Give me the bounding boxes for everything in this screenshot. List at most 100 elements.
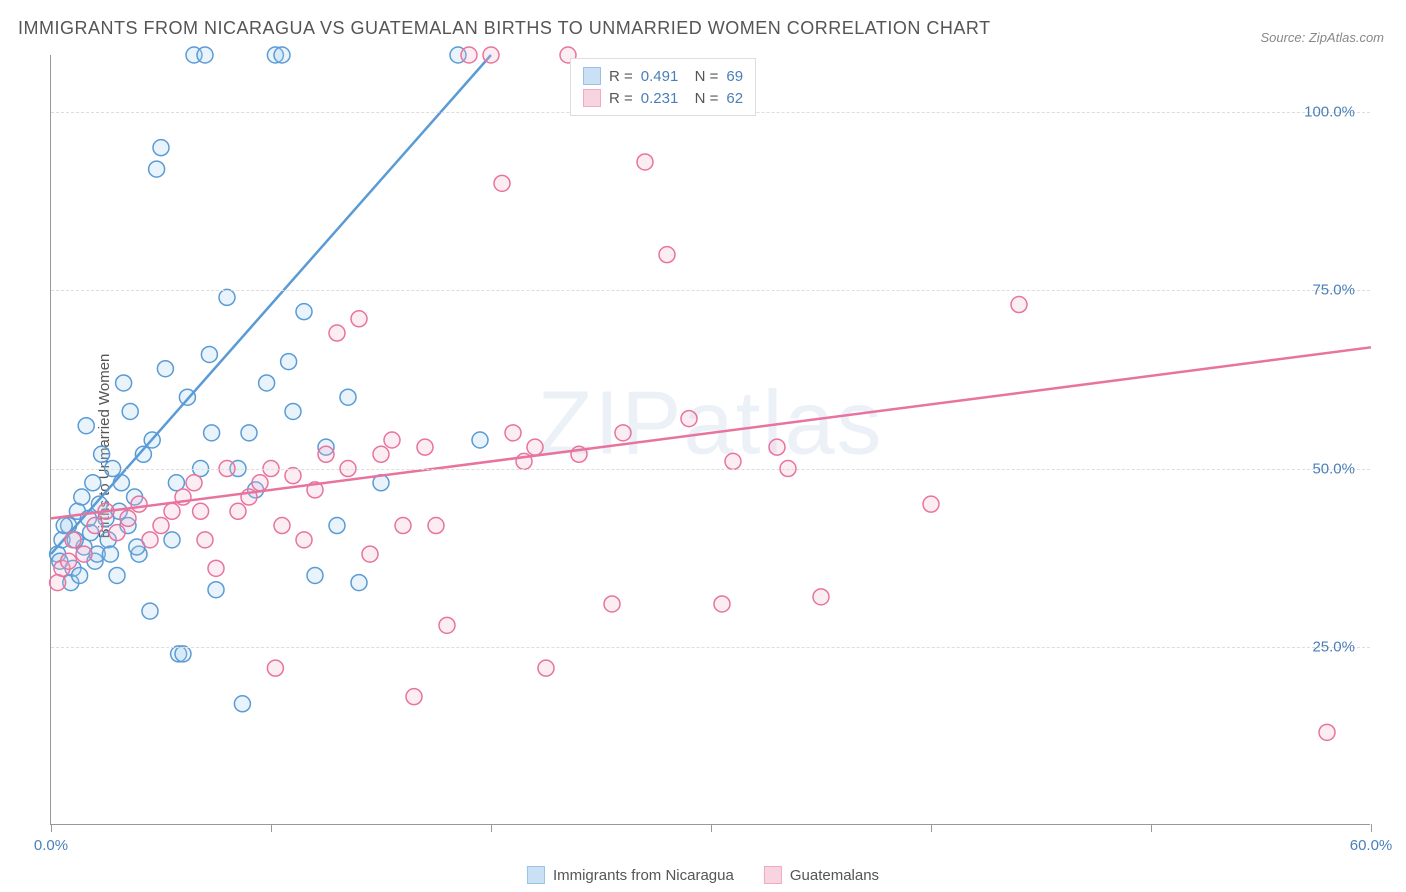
data-point <box>615 425 631 441</box>
data-point <box>193 503 209 519</box>
data-point <box>201 346 217 362</box>
data-point <box>769 439 785 455</box>
data-point <box>285 403 301 419</box>
data-point <box>234 696 250 712</box>
data-point <box>1011 297 1027 313</box>
data-point <box>417 439 433 455</box>
data-point <box>351 311 367 327</box>
chart-container: IMMIGRANTS FROM NICARAGUA VS GUATEMALAN … <box>0 0 1406 892</box>
data-point <box>78 418 94 434</box>
data-point <box>296 532 312 548</box>
data-point <box>149 161 165 177</box>
data-point <box>219 289 235 305</box>
legend-correlation: R = 0.491 N = 69 R = 0.231 N = 62 <box>570 58 756 116</box>
data-point <box>186 475 202 491</box>
x-tick-label: 60.0% <box>1350 837 1393 854</box>
data-point <box>74 489 90 505</box>
legend-series-item: Guatemalans <box>764 866 879 884</box>
data-point <box>116 375 132 391</box>
legend-correlation-row: R = 0.231 N = 62 <box>583 87 743 109</box>
plot-svg <box>51 55 1370 824</box>
legend-series-label: Guatemalans <box>790 867 879 884</box>
legend-r-value: 0.491 <box>641 68 679 85</box>
data-point <box>252 475 268 491</box>
data-point <box>153 140 169 156</box>
data-point <box>175 646 191 662</box>
data-point <box>813 589 829 605</box>
data-point <box>1319 724 1335 740</box>
data-point <box>85 475 101 491</box>
data-point <box>428 518 444 534</box>
data-point <box>494 175 510 191</box>
data-point <box>659 247 675 263</box>
data-point <box>94 446 110 462</box>
legend-n-label: N = <box>686 68 718 85</box>
data-point <box>373 446 389 462</box>
data-point <box>76 546 92 562</box>
data-point <box>61 553 77 569</box>
legend-n-label: N = <box>686 90 718 107</box>
x-tick <box>1371 824 1372 832</box>
legend-r-label: R = <box>609 68 633 85</box>
data-point <box>50 575 66 591</box>
data-point <box>725 453 741 469</box>
legend-swatch-icon <box>583 89 601 107</box>
data-point <box>351 575 367 591</box>
source-credit: Source: ZipAtlas.com <box>1260 30 1384 45</box>
x-tick <box>711 824 712 832</box>
data-point <box>102 546 118 562</box>
x-tick-label: 0.0% <box>34 837 68 854</box>
data-point <box>505 425 521 441</box>
legend-n-value: 62 <box>726 90 743 107</box>
data-point <box>204 425 220 441</box>
data-point <box>461 47 477 63</box>
x-tick <box>51 824 52 832</box>
data-point <box>384 432 400 448</box>
data-point <box>122 403 138 419</box>
data-point <box>164 503 180 519</box>
legend-swatch-icon <box>527 866 545 884</box>
gridline-horizontal <box>51 469 1370 470</box>
data-point <box>208 560 224 576</box>
data-point <box>164 532 180 548</box>
gridline-horizontal <box>51 647 1370 648</box>
data-point <box>329 325 345 341</box>
data-point <box>109 525 125 541</box>
data-point <box>296 304 312 320</box>
legend-swatch-icon <box>764 866 782 884</box>
data-point <box>281 354 297 370</box>
data-point <box>120 510 136 526</box>
data-point <box>197 532 213 548</box>
legend-r-value: 0.231 <box>641 90 679 107</box>
data-point <box>406 689 422 705</box>
data-point <box>267 660 283 676</box>
data-point <box>538 660 554 676</box>
data-point <box>241 425 257 441</box>
data-point <box>142 532 158 548</box>
data-point <box>604 596 620 612</box>
data-point <box>109 567 125 583</box>
data-point <box>65 532 81 548</box>
x-tick <box>931 824 932 832</box>
data-point <box>483 47 499 63</box>
data-point <box>472 432 488 448</box>
legend-r-label: R = <box>609 90 633 107</box>
data-point <box>681 411 697 427</box>
data-point <box>307 567 323 583</box>
legend-n-value: 69 <box>726 68 743 85</box>
data-point <box>208 582 224 598</box>
legend-series-label: Immigrants from Nicaragua <box>553 867 734 884</box>
data-point <box>285 468 301 484</box>
data-point <box>72 567 88 583</box>
trendline <box>51 55 491 554</box>
x-tick <box>491 824 492 832</box>
data-point <box>131 496 147 512</box>
data-point <box>113 475 129 491</box>
y-tick-label: 100.0% <box>1304 104 1355 121</box>
x-tick <box>1151 824 1152 832</box>
data-point <box>340 389 356 405</box>
gridline-horizontal <box>51 290 1370 291</box>
data-point <box>197 47 213 63</box>
legend-series: Immigrants from Nicaragua Guatemalans <box>527 866 879 884</box>
data-point <box>142 603 158 619</box>
